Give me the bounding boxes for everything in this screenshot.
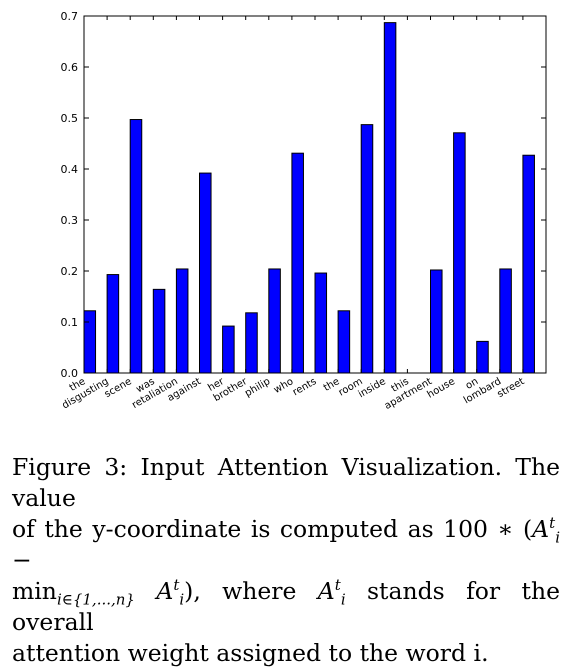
y-tick-label: 0.1 bbox=[61, 316, 79, 329]
caption-sup-t-3: t bbox=[334, 576, 341, 595]
caption-symbol-a: A bbox=[532, 515, 550, 543]
bar-the bbox=[337, 310, 351, 374]
caption-line-3-text: ), where bbox=[184, 577, 318, 605]
bar-room bbox=[360, 124, 374, 374]
figure-caption: Figure 3: Input Attention Visualization.… bbox=[12, 452, 560, 669]
bar-apartment bbox=[430, 269, 443, 374]
caption-sub-i: i bbox=[555, 528, 560, 547]
bar-inside bbox=[383, 22, 397, 374]
y-tick-label: 0.5 bbox=[61, 112, 79, 125]
x-tick-label: scene bbox=[103, 376, 134, 400]
y-tick-label: 0.3 bbox=[61, 214, 79, 227]
caption-symbol-a-3: A bbox=[317, 577, 335, 605]
x-tick-label: inside bbox=[357, 376, 388, 400]
x-tick-label: disgusting bbox=[60, 376, 110, 411]
caption-min-subscript: i∈{1,...,n} bbox=[56, 590, 135, 609]
bar-who bbox=[291, 152, 304, 374]
x-tick-label: philip bbox=[243, 376, 272, 399]
bar-house bbox=[453, 132, 466, 374]
bar-lombard bbox=[499, 268, 512, 374]
bar-philip bbox=[268, 268, 281, 374]
caption-line-2-text: of the y-coordinate is computed as 100 ∗… bbox=[12, 515, 533, 543]
bar-brother bbox=[245, 312, 258, 374]
caption-line-4: attention weight assigned to the word i. bbox=[12, 639, 489, 667]
bar-street bbox=[522, 154, 535, 374]
bar-the bbox=[83, 310, 97, 374]
bar-on bbox=[476, 340, 489, 374]
y-tick-label: 0.0 bbox=[61, 367, 79, 380]
caption-line-2: of the y-coordinate is computed as 100 ∗… bbox=[12, 514, 560, 576]
x-tick-label: rents bbox=[291, 376, 319, 398]
y-tick-label: 0.4 bbox=[61, 163, 79, 176]
bars-group bbox=[83, 22, 535, 374]
y-tick-label: 0.7 bbox=[61, 10, 79, 23]
bar-scene bbox=[129, 119, 143, 374]
x-tick-label: who bbox=[272, 376, 295, 396]
caption-line-2-end: − bbox=[12, 546, 32, 574]
x-tick-label: on bbox=[464, 376, 480, 392]
attention-bar-chart: 0.00.10.20.30.40.50.60.7 thedisgustingsc… bbox=[60, 10, 547, 412]
caption-min: min bbox=[12, 577, 57, 605]
caption-sup-t: t bbox=[549, 514, 556, 533]
y-tick-label: 0.6 bbox=[61, 61, 79, 74]
y-tick-label: 0.2 bbox=[61, 265, 79, 278]
bar-rents bbox=[314, 272, 328, 374]
caption-sup-t-2: t bbox=[173, 576, 180, 595]
bar-her bbox=[222, 325, 235, 374]
caption-line-3: mini∈{1,...,n} Ati), where Ati stands fo… bbox=[12, 576, 560, 638]
x-tick-label: street bbox=[496, 376, 527, 400]
caption-symbol-a-2: A bbox=[134, 577, 174, 605]
bar-disgusting bbox=[106, 274, 120, 374]
y-axis: 0.0 0.1 0.2 0.3 0.4 0.5 0.6 0.7 bbox=[61, 10, 546, 380]
caption-line-1: Figure 3: Input Attention Visualization.… bbox=[12, 453, 560, 512]
bar-against bbox=[199, 172, 212, 374]
bar-was bbox=[152, 288, 166, 374]
bar-retaliation bbox=[175, 268, 189, 374]
